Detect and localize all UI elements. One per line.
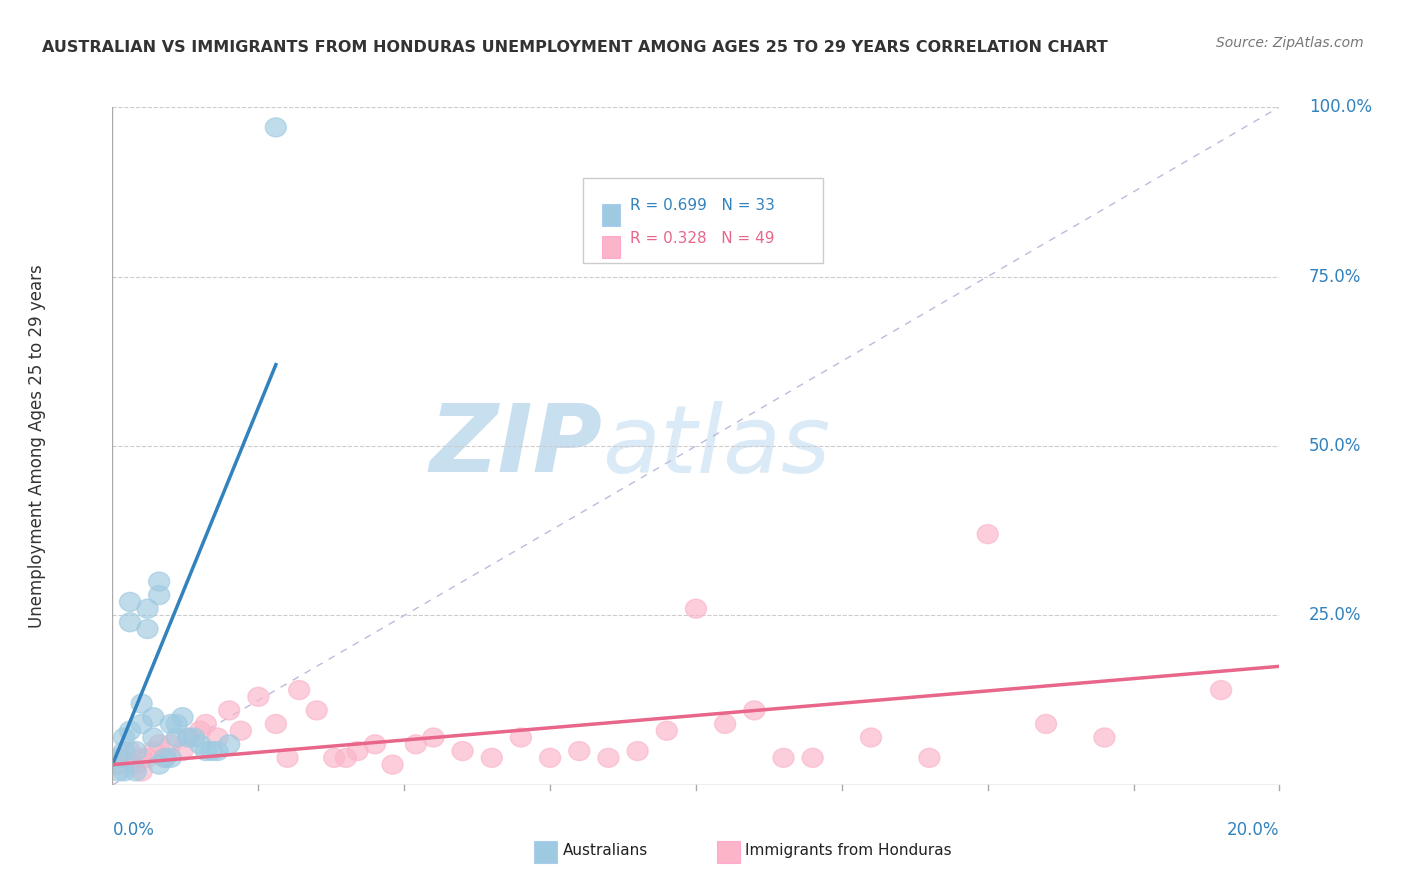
Text: AUSTRALIAN VS IMMIGRANTS FROM HONDURAS UNEMPLOYMENT AMONG AGES 25 TO 29 YEARS CO: AUSTRALIAN VS IMMIGRANTS FROM HONDURAS U…: [42, 40, 1108, 55]
Ellipse shape: [120, 613, 141, 632]
Ellipse shape: [143, 728, 165, 747]
Ellipse shape: [114, 741, 135, 761]
Ellipse shape: [108, 756, 129, 774]
Ellipse shape: [540, 748, 561, 767]
Ellipse shape: [131, 762, 152, 780]
Ellipse shape: [1211, 681, 1232, 699]
Text: 0.0%: 0.0%: [112, 821, 155, 838]
Ellipse shape: [177, 728, 198, 747]
Ellipse shape: [172, 741, 193, 761]
Ellipse shape: [201, 741, 222, 761]
Ellipse shape: [219, 735, 239, 754]
Ellipse shape: [149, 586, 170, 605]
Ellipse shape: [920, 748, 939, 767]
Ellipse shape: [125, 741, 146, 761]
Ellipse shape: [1094, 728, 1115, 747]
Text: 75.0%: 75.0%: [1309, 268, 1361, 285]
Text: 50.0%: 50.0%: [1309, 437, 1361, 455]
Text: 25.0%: 25.0%: [1309, 607, 1361, 624]
Ellipse shape: [657, 722, 678, 740]
Ellipse shape: [136, 599, 157, 618]
Ellipse shape: [184, 728, 205, 747]
Ellipse shape: [247, 688, 269, 706]
Ellipse shape: [453, 741, 472, 761]
Ellipse shape: [266, 714, 287, 733]
Ellipse shape: [120, 741, 141, 761]
Ellipse shape: [114, 748, 135, 767]
Ellipse shape: [136, 620, 157, 639]
Text: atlas: atlas: [603, 401, 831, 491]
Ellipse shape: [266, 118, 287, 136]
Ellipse shape: [155, 748, 176, 767]
Text: ZIP: ZIP: [430, 400, 603, 492]
Ellipse shape: [405, 735, 426, 754]
Text: 20.0%: 20.0%: [1227, 821, 1279, 838]
Ellipse shape: [382, 756, 404, 774]
Ellipse shape: [172, 707, 193, 727]
Ellipse shape: [231, 722, 252, 740]
Ellipse shape: [190, 722, 211, 740]
Ellipse shape: [195, 714, 217, 733]
Ellipse shape: [336, 748, 356, 767]
Ellipse shape: [136, 748, 157, 767]
Ellipse shape: [108, 748, 129, 767]
Ellipse shape: [423, 728, 444, 747]
Ellipse shape: [114, 728, 135, 747]
Ellipse shape: [207, 741, 228, 761]
Ellipse shape: [155, 748, 176, 767]
Ellipse shape: [219, 701, 239, 720]
Ellipse shape: [323, 748, 344, 767]
Ellipse shape: [773, 748, 794, 767]
Ellipse shape: [160, 735, 181, 754]
Ellipse shape: [207, 728, 228, 747]
Text: Immigrants from Honduras: Immigrants from Honduras: [745, 844, 952, 858]
Ellipse shape: [120, 592, 141, 611]
Text: Source: ZipAtlas.com: Source: ZipAtlas.com: [1216, 36, 1364, 50]
Ellipse shape: [307, 701, 328, 720]
Ellipse shape: [627, 741, 648, 761]
Text: 100.0%: 100.0%: [1309, 98, 1372, 116]
Ellipse shape: [149, 735, 170, 754]
Ellipse shape: [714, 714, 735, 733]
Ellipse shape: [860, 728, 882, 747]
Ellipse shape: [481, 748, 502, 767]
Ellipse shape: [120, 722, 141, 740]
Ellipse shape: [1036, 714, 1056, 733]
Ellipse shape: [277, 748, 298, 767]
Ellipse shape: [598, 748, 619, 767]
Ellipse shape: [143, 741, 165, 761]
Ellipse shape: [108, 762, 129, 780]
Ellipse shape: [149, 572, 170, 591]
Ellipse shape: [288, 681, 309, 699]
Ellipse shape: [160, 748, 181, 767]
Ellipse shape: [166, 728, 187, 747]
Ellipse shape: [686, 599, 706, 618]
Ellipse shape: [160, 714, 181, 733]
Ellipse shape: [803, 748, 823, 767]
Text: Australians: Australians: [562, 844, 648, 858]
Ellipse shape: [195, 741, 217, 761]
Ellipse shape: [190, 735, 211, 754]
Ellipse shape: [347, 741, 368, 761]
Ellipse shape: [131, 748, 152, 767]
Ellipse shape: [131, 714, 152, 733]
Ellipse shape: [125, 762, 146, 780]
Ellipse shape: [510, 728, 531, 747]
Ellipse shape: [125, 756, 146, 774]
Ellipse shape: [131, 694, 152, 713]
Ellipse shape: [569, 741, 589, 761]
Ellipse shape: [143, 707, 165, 727]
Ellipse shape: [149, 756, 170, 774]
Text: R = 0.328   N = 49: R = 0.328 N = 49: [630, 231, 775, 245]
Ellipse shape: [977, 524, 998, 543]
Text: R = 0.699   N = 33: R = 0.699 N = 33: [630, 198, 775, 213]
Ellipse shape: [364, 735, 385, 754]
Ellipse shape: [114, 762, 135, 780]
Text: Unemployment Among Ages 25 to 29 years: Unemployment Among Ages 25 to 29 years: [28, 264, 45, 628]
Ellipse shape: [744, 701, 765, 720]
Ellipse shape: [177, 728, 198, 747]
Ellipse shape: [166, 714, 187, 733]
